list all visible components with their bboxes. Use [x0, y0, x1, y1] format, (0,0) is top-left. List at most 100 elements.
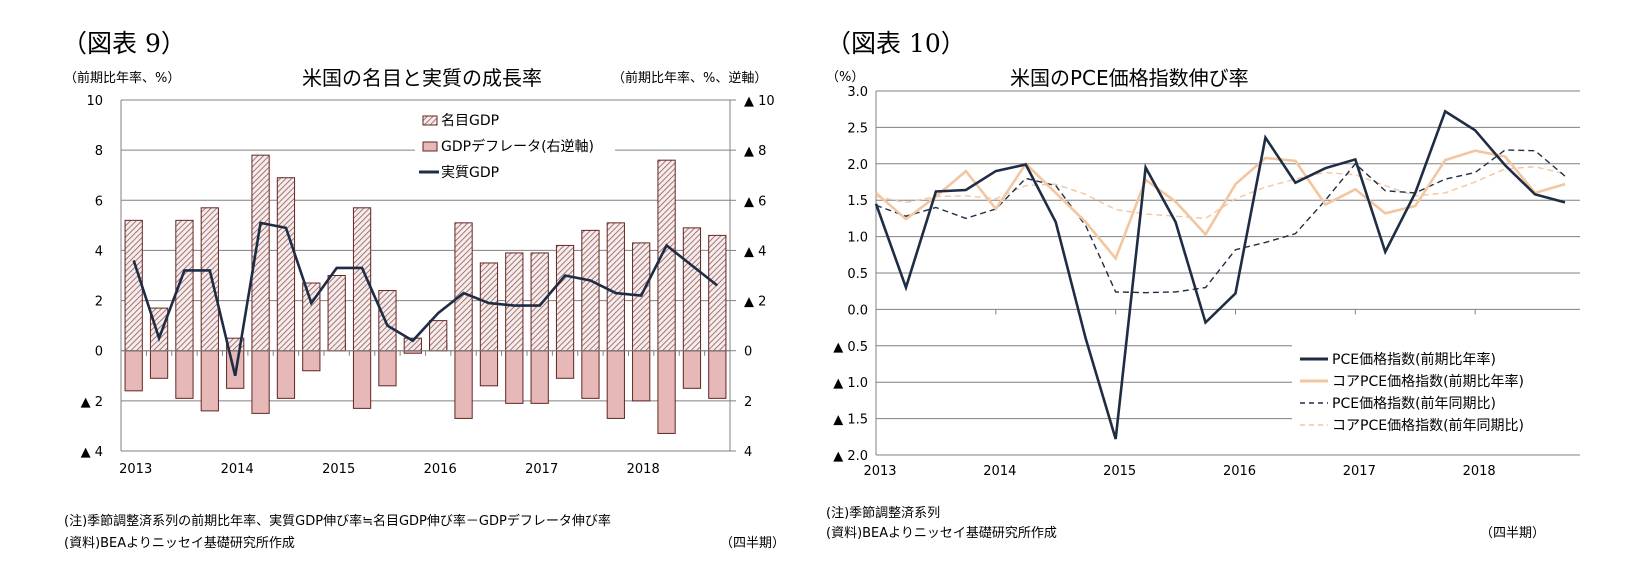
nominal-gdp-bar — [276, 177, 296, 352]
deflator-bar — [581, 350, 600, 399]
y-left-tick-label: 0 — [95, 345, 103, 360]
deflator-bar — [555, 350, 575, 379]
legend-label: コアPCE価格指数(前年同期比) — [1332, 417, 1524, 434]
y-tick-label: 2.5 — [847, 121, 868, 136]
legend-label-deflator: GDPデフレータ(右逆軸) — [441, 138, 594, 155]
deflator-bar — [505, 350, 524, 404]
legend-label: PCE価格指数(前年同期比) — [1332, 395, 1496, 412]
deflator-bar — [124, 350, 143, 392]
legend-label-real: 実質GDP — [441, 165, 499, 181]
deflator-bar — [276, 350, 296, 399]
x-tick-label: 2013 — [863, 464, 896, 479]
fig9-source: (資料)BEAよりニッセイ基礎研究所作成 — [64, 536, 295, 551]
y-left-tick-label: 10 — [86, 94, 103, 109]
y-right-tick-label: ▲ 10 — [744, 94, 775, 109]
nominal-gdp-bar — [505, 252, 524, 352]
nominal-gdp-bar — [454, 222, 473, 352]
deflator-bar — [682, 350, 702, 389]
series-line-2 — [875, 149, 1566, 294]
y-tick-label: 1.0 — [847, 231, 868, 246]
fig9-period-label: （四半期） — [720, 536, 786, 551]
y-right-tick-label: 4 — [744, 445, 752, 460]
y-left-tick-label: ▲ 2 — [81, 395, 103, 410]
y-right-tick-label: ▲ 4 — [744, 244, 766, 259]
nominal-gdp-bar — [606, 222, 625, 352]
fig10-title: 米国のPCE価格指数伸び率 — [1010, 66, 1249, 90]
deflator-bar — [352, 350, 372, 409]
legend: 名目GDP GDPデフレータ(右逆軸) 実質GDP — [415, 108, 615, 186]
fig10-source: (資料)BEAよりニッセイ基礎研究所作成 — [826, 526, 1057, 541]
legend-background — [1292, 345, 1587, 441]
y-left-tick-label: 2 — [95, 295, 103, 310]
x-tick-label: 2018 — [1463, 464, 1496, 479]
legend-label: コアPCE価格指数(前期比年率) — [1332, 373, 1524, 390]
nominal-gdp-bar — [555, 244, 575, 352]
x-tick-label: 2018 — [627, 462, 660, 477]
y-tick-label: 3.0 — [847, 85, 868, 100]
deflator-bar — [708, 350, 727, 399]
nominal-gdp-bar — [530, 252, 549, 352]
legend-background — [415, 108, 615, 186]
legend-swatch-nominal — [422, 115, 438, 126]
series-line-0 — [874, 109, 1566, 440]
legend-label-nominal: 名目GDP — [441, 113, 499, 129]
deflator-bar — [632, 350, 651, 402]
y-left-tick-label: ▲ 4 — [81, 445, 103, 460]
nominal-gdp-bar — [149, 307, 169, 352]
x-tick-label: 2015 — [1103, 464, 1136, 479]
deflator-bar — [149, 350, 169, 379]
fig10-left-unit: （%） — [826, 70, 865, 85]
y-tick-label: 1.5 — [847, 194, 868, 209]
fig9-title: 米国の名目と実質の成長率 — [302, 66, 542, 90]
x-tick-label: 2017 — [525, 462, 558, 477]
deflator-bar — [606, 350, 625, 419]
fig9-left-unit: （前期比年率、%） — [64, 71, 181, 86]
deflator-bar — [657, 350, 676, 434]
legend-swatch-deflator — [422, 141, 438, 152]
series-line-1 — [875, 149, 1566, 261]
y-tick-label: ▲ 0.5 — [833, 340, 868, 355]
x-tick-label: 2014 — [983, 464, 1016, 479]
nominal-gdp-bar — [682, 227, 702, 352]
deflator-bar — [378, 350, 397, 387]
fig10-label: （図表 10） — [826, 29, 966, 58]
x-tick-label: 2017 — [1343, 464, 1376, 479]
fig10-period-label: （四半期） — [1480, 526, 1546, 541]
deflator-bar — [200, 350, 219, 412]
x-tick-label: 2015 — [322, 462, 355, 477]
fig10-note: (注)季節調整済系列 — [826, 506, 941, 521]
y-tick-label: ▲ 2.0 — [833, 449, 868, 464]
nominal-gdp-bar — [708, 234, 727, 352]
fig9-note: (注)季節調整済系列の前期比年率、実質GDP伸び率≒名目GDP伸び率－GDPデフ… — [64, 514, 611, 529]
legend-label: PCE価格指数(前期比年率) — [1332, 351, 1496, 368]
deflator-bar — [251, 350, 270, 414]
y-left-tick-label: 6 — [95, 194, 103, 209]
deflator-bar — [302, 350, 321, 372]
x-tick-label: 2016 — [424, 462, 457, 477]
deflator-bar — [479, 350, 499, 387]
y-left-tick-label: 8 — [95, 144, 103, 159]
y-right-tick-label: ▲ 8 — [744, 144, 766, 159]
y-tick-label: 0.5 — [847, 267, 868, 282]
deflator-bar — [454, 350, 473, 419]
y-left-tick-label: 4 — [95, 244, 103, 259]
y-tick-label: 2.0 — [847, 158, 868, 173]
fig9-label: （図表 9） — [62, 29, 186, 58]
y-right-tick-label: ▲ 6 — [744, 194, 766, 209]
nominal-gdp-bar — [327, 275, 346, 352]
x-tick-label: 2016 — [1223, 464, 1256, 479]
y-right-tick-label: ▲ 2 — [744, 295, 766, 310]
y-tick-label: ▲ 1.0 — [833, 376, 868, 391]
y-tick-label: ▲ 1.5 — [833, 413, 868, 428]
nominal-gdp-bar — [429, 320, 448, 352]
y-right-tick-label: 2 — [744, 395, 752, 410]
deflator-bar — [175, 350, 194, 399]
nominal-gdp-bar — [378, 290, 397, 352]
x-tick-label: 2014 — [221, 462, 254, 477]
deflator-bar — [530, 350, 549, 404]
y-tick-label: 0.0 — [847, 303, 868, 318]
fig9-right-unit: （前期比年率、%、逆軸） — [612, 71, 768, 86]
nominal-gdp-bar — [581, 229, 600, 352]
nominal-gdp-bar — [124, 219, 143, 352]
